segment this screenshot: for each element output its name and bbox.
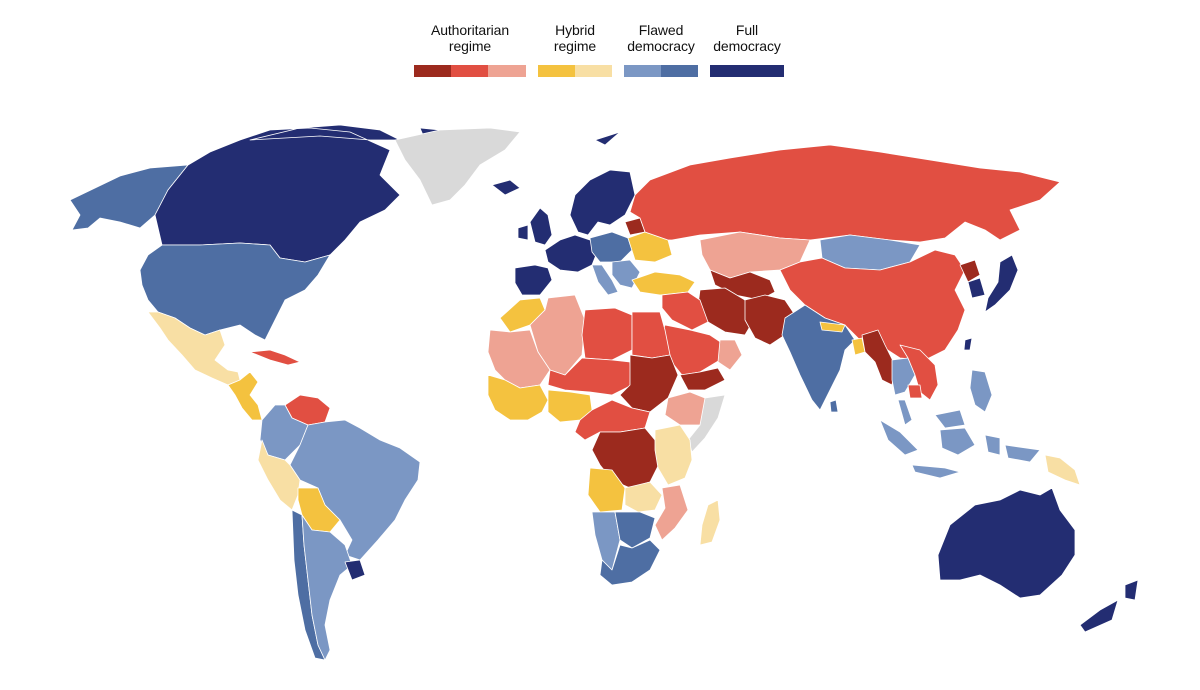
- legend-swatches-flawed: [624, 65, 698, 77]
- swatch-authoritarian-2: [451, 65, 488, 77]
- region-cambodia[interactable]: [907, 384, 923, 399]
- region-alaska[interactable]: [69, 164, 189, 231]
- legend-full: Full democracy: [710, 22, 784, 78]
- region-mexico[interactable]: [147, 311, 241, 386]
- region-central-europe[interactable]: [589, 231, 633, 263]
- region-italy[interactable]: [591, 264, 619, 296]
- legend-label-authoritarian: Authoritarian regime: [430, 22, 510, 54]
- legend-flawed: Flawed democracy: [624, 22, 698, 78]
- region-argentina[interactable]: [301, 514, 353, 661]
- legend-swatches-hybrid: [538, 65, 612, 77]
- region-new-zealand[interactable]: [1079, 579, 1139, 633]
- swatch-authoritarian-3: [488, 65, 526, 77]
- region-western-europe[interactable]: [544, 234, 599, 273]
- region-central-america[interactable]: [227, 371, 263, 421]
- region-brazil[interactable]: [289, 419, 421, 561]
- region-papua-new-guinea[interactable]: [1044, 454, 1081, 486]
- map-legend: Authoritarian regime Hybrid regime Flawe…: [414, 22, 786, 82]
- region-malaysia[interactable]: [897, 399, 966, 429]
- swatch-flawed-2: [661, 65, 698, 77]
- region-libya[interactable]: [581, 307, 633, 361]
- region-vietnam-laos[interactable]: [899, 344, 939, 401]
- region-mozambique[interactable]: [654, 484, 689, 541]
- region-zambia[interactable]: [624, 481, 663, 513]
- legend-hybrid: Hybrid regime: [538, 22, 612, 78]
- region-madagascar[interactable]: [699, 499, 721, 546]
- region-iceland[interactable]: [491, 179, 521, 196]
- region-sudan[interactable]: [619, 354, 679, 413]
- region-yemen[interactable]: [679, 367, 726, 391]
- region-east-africa[interactable]: [654, 424, 693, 486]
- region-turkey[interactable]: [631, 271, 696, 296]
- region-scandinavia[interactable]: [569, 169, 636, 236]
- region-oman-uae[interactable]: [717, 339, 743, 371]
- region-west-africa[interactable]: [487, 374, 549, 421]
- region-japan[interactable]: [984, 254, 1019, 313]
- region-russia[interactable]: [629, 144, 1061, 243]
- region-somalia[interactable]: [687, 394, 726, 453]
- swatch-flawed-1: [624, 65, 661, 77]
- region-nepal[interactable]: [819, 321, 846, 333]
- region-iberia[interactable]: [514, 264, 553, 296]
- swatch-authoritarian-1: [414, 65, 451, 77]
- legend-swatches-full: [710, 65, 784, 77]
- region-canada[interactable]: [154, 124, 621, 263]
- region-south-korea[interactable]: [967, 277, 986, 299]
- legend-authoritarian: Authoritarian regime: [414, 22, 526, 78]
- region-cuba[interactable]: [249, 349, 301, 366]
- legend-swatches-authoritarian: [414, 65, 526, 77]
- region-north-korea[interactable]: [959, 259, 981, 283]
- region-sri-lanka[interactable]: [829, 399, 839, 413]
- region-greenland[interactable]: [394, 127, 521, 206]
- legend-label-flawed: Flawed democracy: [627, 22, 695, 54]
- region-uk-ireland[interactable]: [517, 207, 553, 246]
- swatch-hybrid-1: [538, 65, 575, 77]
- region-philippines[interactable]: [969, 369, 993, 413]
- swatch-hybrid-2: [575, 65, 612, 77]
- region-indonesia[interactable]: [879, 419, 1041, 479]
- region-uruguay[interactable]: [344, 559, 366, 581]
- region-australia[interactable]: [937, 487, 1076, 599]
- region-myanmar[interactable]: [861, 329, 896, 386]
- region-united-states[interactable]: [139, 242, 331, 341]
- region-angola[interactable]: [587, 467, 626, 513]
- region-botswana-zimbabwe[interactable]: [614, 511, 656, 549]
- legend-label-full: Full democracy: [713, 22, 781, 54]
- region-iraq-syria[interactable]: [661, 291, 709, 331]
- region-south-africa[interactable]: [599, 539, 661, 586]
- region-taiwan[interactable]: [963, 337, 973, 351]
- swatch-full-1: [710, 65, 784, 77]
- region-egypt[interactable]: [631, 311, 671, 359]
- legend-label-hybrid: Hybrid regime: [553, 22, 597, 54]
